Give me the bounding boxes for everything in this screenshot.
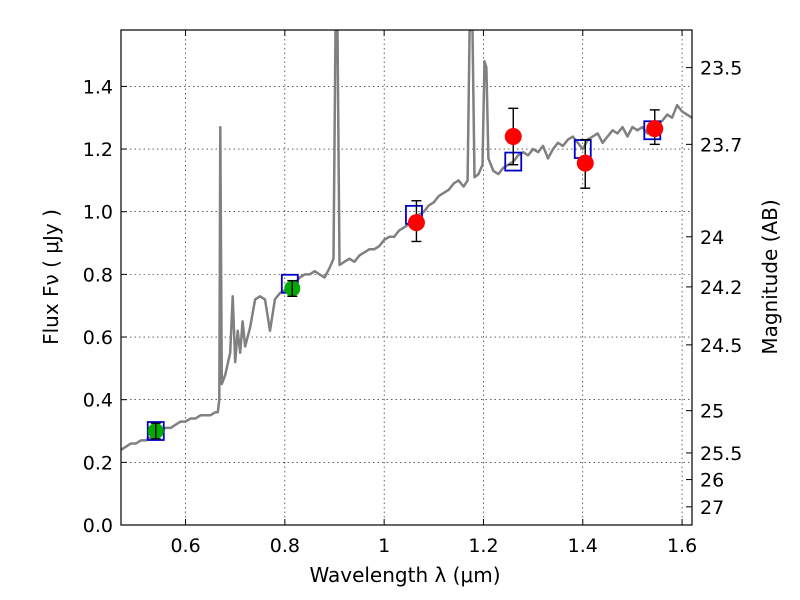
y2-tick-label-7: 26 — [700, 470, 724, 492]
y2-tick-label-1: 23.7 — [700, 134, 742, 156]
tick-marks — [121, 30, 692, 526]
x-tick-label-0: 0.6 — [170, 535, 200, 557]
y2-tick-label-0: 23.5 — [700, 58, 742, 80]
y2-tick-label-5: 25 — [700, 401, 724, 423]
x-axis-label: Wavelength λ (μm) — [309, 563, 500, 587]
y-axis-label: Flux Fν ( μJy ) — [39, 209, 63, 345]
x-tick-label-2: 1 — [378, 535, 390, 557]
spectrum-line — [121, 30, 692, 451]
red-point-0 — [407, 214, 425, 232]
plot-frame — [120, 29, 693, 526]
y-tick-labels: 0.0 0.2 0.4 0.6 0.8 1.0 1.2 1.4 — [83, 76, 113, 537]
y2-axis-label: Magnitude (AB) — [758, 199, 782, 354]
x-tick-label-3: 1.2 — [468, 535, 498, 557]
y2-tick-label-8: 27 — [700, 497, 724, 519]
x-tick-labels: 0.6 0.8 1 1.2 1.4 1.6 — [170, 535, 697, 557]
red-point-1 — [504, 128, 522, 146]
y2-tick-label-6: 25.5 — [700, 443, 742, 465]
y-tick-label-6: 1.2 — [83, 139, 113, 161]
y-tick-label-3: 0.6 — [83, 327, 113, 349]
y2-tick-label-4: 24.5 — [700, 335, 742, 357]
y-tick-label-1: 0.2 — [83, 452, 113, 474]
y-tick-label-5: 1.0 — [83, 202, 113, 224]
plot-area — [121, 30, 692, 451]
x-tick-label-4: 1.4 — [568, 535, 598, 557]
y2-tick-labels: 23.5 23.7 24 24.2 24.5 25 25.5 26 27 — [700, 58, 742, 519]
plot-content — [121, 30, 692, 451]
y-tick-label-7: 1.4 — [83, 76, 113, 98]
red-point-3 — [646, 120, 664, 138]
x-tick-label-1: 0.8 — [270, 535, 300, 557]
y-tick-label-4: 0.8 — [83, 264, 113, 286]
x-tick-label-5: 1.6 — [667, 535, 697, 557]
y-tick-label-2: 0.4 — [83, 390, 113, 412]
red-point-2 — [576, 154, 594, 172]
y2-tick-label-3: 24.2 — [700, 277, 742, 299]
y-tick-label-0: 0.0 — [83, 515, 113, 537]
y2-tick-label-2: 24 — [700, 227, 724, 249]
